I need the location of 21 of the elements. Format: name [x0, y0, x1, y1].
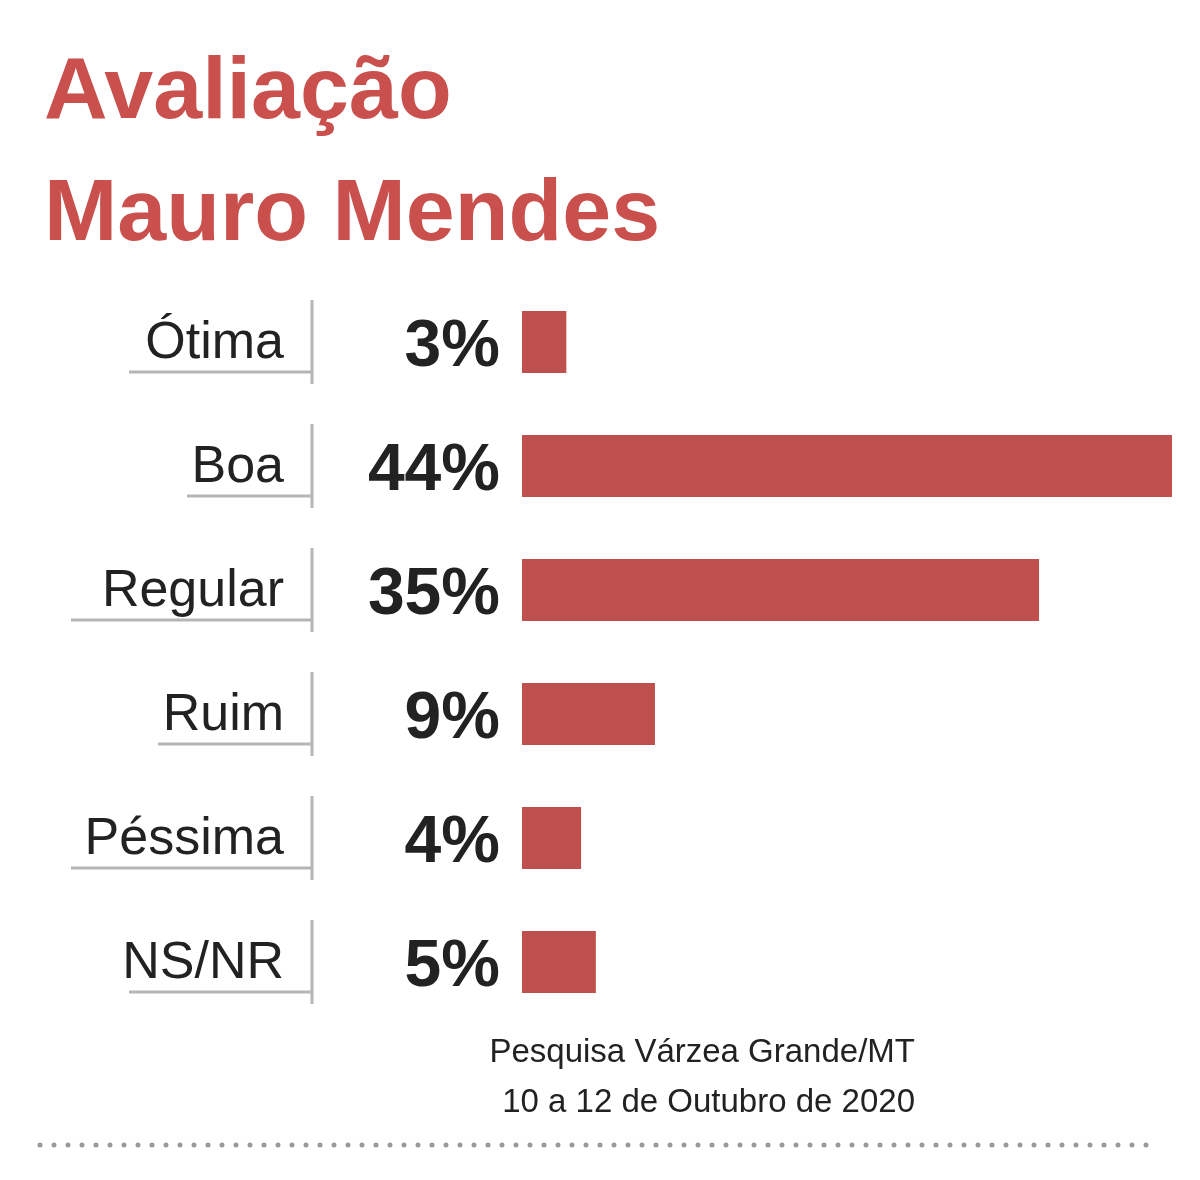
bar [522, 559, 1040, 621]
bar [522, 683, 655, 745]
y-tick-label: Ótima [145, 311, 285, 369]
data-label: 3% [404, 306, 500, 380]
text: Pesquisa Várzea Grande/MT [489, 1032, 915, 1069]
y-tick-label: Boa [191, 435, 285, 493]
y-tick-label: NS/NR [122, 931, 284, 989]
bar [522, 311, 567, 373]
bar [522, 931, 596, 993]
bar [522, 435, 1172, 497]
bar [522, 807, 582, 869]
data-label: 5% [404, 926, 500, 1000]
data-label: 44% [367, 430, 500, 504]
chart-title: Avaliação Mauro Mendes [44, 38, 661, 259]
y-tick-label: Regular [101, 559, 284, 617]
y-tick-label: Péssima [84, 807, 285, 865]
y-tick-label: Ruim [162, 683, 284, 741]
data-label: 4% [404, 802, 500, 876]
data-label: 35% [367, 554, 500, 628]
text: 10 a 12 de Outubro de 2020 [502, 1082, 915, 1119]
data-label: 9% [404, 678, 500, 752]
